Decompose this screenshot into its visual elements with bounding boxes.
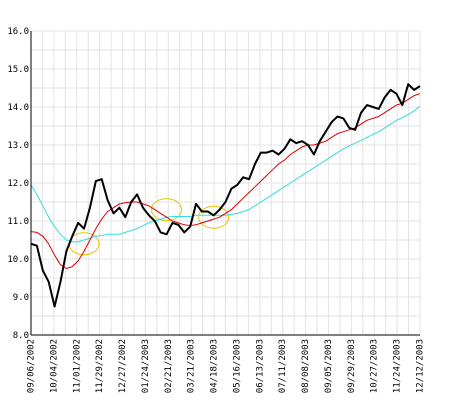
x-tick-label: 10/04/2002 [49, 339, 59, 393]
y-tick-label: 16.0 [7, 27, 29, 37]
x-tick-labels: 09/06/2002 10/04/2002 11/01/2002 11/29/2002… [27, 339, 426, 393]
x-tick-label: 11/01/2002 [72, 339, 82, 393]
y-tick-label: 12.0 [7, 179, 29, 189]
y-tick-label: 8.0 [13, 331, 29, 341]
annotation-ellipse [198, 205, 230, 229]
y-tick-label: 15.0 [7, 65, 29, 75]
x-tick-label: 08/08/2003 [301, 339, 311, 393]
y-tick-label: 10.0 [7, 255, 29, 265]
y-tick-label: 11.0 [7, 217, 29, 227]
annotation-ellipse [151, 198, 183, 222]
x-tick-label: 02/21/2003 [164, 339, 174, 393]
x-tick-label: 11/29/2002 [95, 339, 105, 393]
y-tick-label: 13.0 [7, 141, 29, 151]
x-tick-label: 09/05/2003 [324, 339, 334, 393]
x-tick-label: 04/18/2003 [210, 339, 220, 393]
x-tick-label: 05/16/2003 [232, 339, 242, 393]
x-tick-label: 10/27/2003 [370, 339, 380, 393]
x-tick-label: 12/27/2002 [118, 339, 128, 393]
x-tick-label: 03/21/2003 [187, 339, 197, 393]
y-tick-label: 9.0 [13, 293, 29, 303]
y-tick-labels: 8.0 9.0 10.0 11.0 12.0 13.0 14.0 15.0 16.0 [7, 27, 29, 341]
x-tick-label: 12/12/2003 [416, 339, 426, 393]
x-tick-label: 09/29/2003 [347, 339, 357, 393]
x-tick-label: 09/06/2002 [27, 339, 37, 393]
price-line [30, 83, 421, 308]
x-tick-label: 01/24/2003 [141, 339, 151, 393]
x-tick-label: 06/13/2003 [255, 339, 265, 393]
annotation-ellipses [68, 198, 230, 256]
x-tick-label: 11/24/2003 [393, 339, 403, 393]
moving-average-long-line [30, 105, 421, 243]
x-tick-label: 07/11/2003 [278, 339, 288, 393]
data-series [30, 83, 421, 308]
y-tick-label: 14.0 [7, 103, 29, 113]
